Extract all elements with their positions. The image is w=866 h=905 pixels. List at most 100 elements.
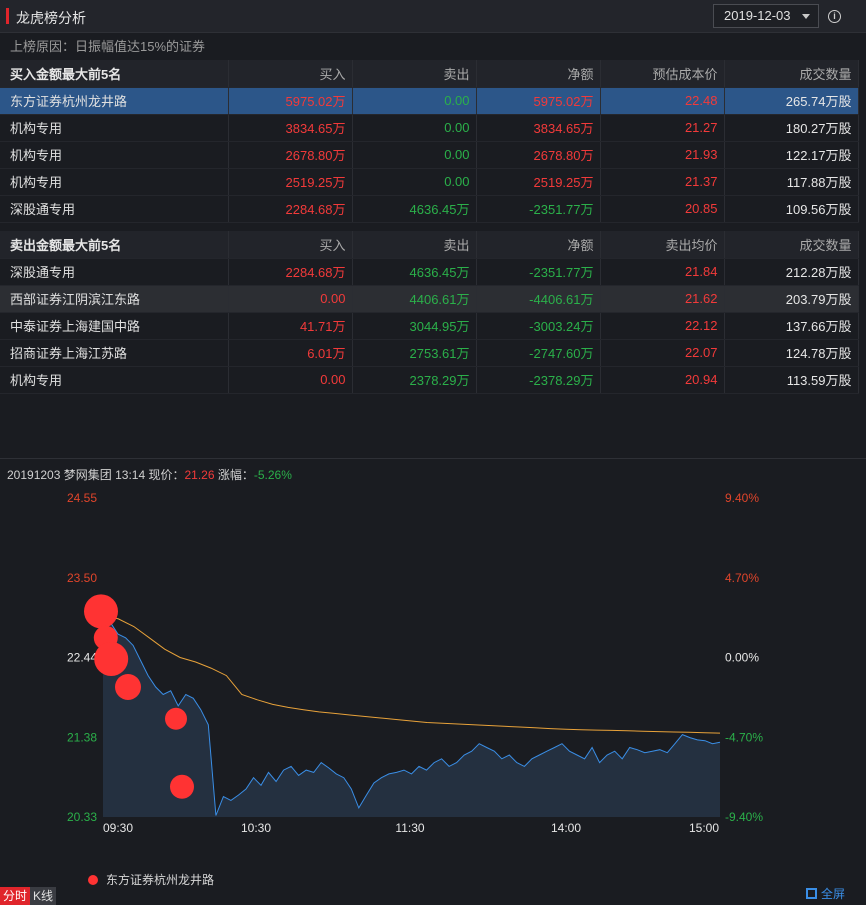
y-tick-label-right: 9.40% [725, 491, 759, 505]
cell-volume: 124.78万股 [724, 339, 859, 367]
price-label: 现价： [148, 468, 185, 482]
y-tick-label-right: 0.00% [725, 651, 759, 665]
tab-fenshi[interactable]: 分时 [0, 887, 31, 905]
column-header-name: 卖出金额最大前5名 [0, 231, 229, 259]
cell-price: 21.62 [600, 285, 725, 313]
trade-marker [170, 774, 194, 799]
chart-header: 20191203 梦网集团 13:14 现价：21.26 涨幅：-5.26% [7, 466, 292, 483]
cell-price: 21.27 [600, 114, 725, 142]
cell-name: 机构专用 [0, 366, 229, 394]
cell-name: 东方证券杭州龙井路 [0, 87, 229, 115]
cell-name: 机构专用 [0, 168, 229, 196]
chart-date: 20191203 [7, 468, 61, 482]
y-tick-label-right: -4.70% [725, 730, 763, 744]
trade-marker [94, 642, 129, 677]
column-header-buy: 买入 [228, 231, 353, 259]
cell-sell: 3044.95万 [352, 312, 477, 340]
cell-name: 深股通专用 [0, 195, 229, 223]
cell-price: 21.93 [600, 141, 725, 169]
fullscreen-icon [806, 888, 817, 899]
panel-header: 龙虎榜分析 2019-12-03 i [0, 0, 866, 33]
table-row[interactable]: 机构专用 2678.80万 0.00 2678.80万 21.93 122.17万股 [0, 141, 859, 169]
cell-sell: 4636.45万 [352, 258, 477, 286]
trade-marker [115, 673, 141, 700]
cell-net: -2747.60万 [476, 339, 601, 367]
x-tick-label: 09:30 [103, 821, 133, 835]
info-icon[interactable]: i [828, 10, 841, 23]
table-row[interactable]: 东方证券杭州龙井路 5975.02万 0.00 5975.02万 22.48 265.74… [0, 87, 859, 115]
average-price-line [102, 614, 721, 734]
cell-net: -2351.77万 [476, 195, 601, 223]
chart-tabs: 分时 K线 [0, 887, 57, 905]
date-select[interactable]: 2019-12-03 [713, 4, 819, 28]
legend-label: 东方证券杭州龙井路 [106, 873, 215, 887]
date-select-value: 2019-12-03 [724, 8, 791, 23]
cell-sell: 2378.29万 [352, 366, 477, 394]
y-tick-label-right: 4.70% [725, 571, 759, 585]
cell-price: 21.84 [600, 258, 725, 286]
table-row[interactable]: 机构专用 2519.25万 0.00 2519.25万 21.37 117.88万股 [0, 168, 859, 196]
change-label: 涨幅： [217, 468, 254, 482]
cell-price: 22.07 [600, 339, 725, 367]
cell-buy: 0.00 [228, 285, 353, 313]
table-row[interactable]: 西部证券江阴滨江东路 0.00 4406.61万 -4406.61万 21.62 203.… [0, 285, 859, 313]
cell-net: 5975.02万 [476, 87, 601, 115]
table-row[interactable]: 机构专用 3834.65万 0.00 3834.65万 21.27 180.27万股 [0, 114, 859, 142]
trade-marker [84, 594, 118, 629]
table-header-row: 买入金额最大前5名 买入 卖出 净额 预估成本价 成交数量 [0, 60, 859, 88]
column-header-sell: 卖出 [352, 231, 477, 259]
chart-stock-name: 梦网集团 [63, 468, 112, 482]
x-tick-label: 10:30 [241, 821, 271, 835]
tab-kline[interactable]: K线 [30, 887, 57, 905]
cell-buy: 0.00 [228, 366, 353, 394]
price-line [102, 607, 721, 816]
cell-volume: 265.74万股 [724, 87, 859, 115]
cell-net: 2678.80万 [476, 141, 601, 169]
cell-buy: 2284.68万 [228, 195, 353, 223]
cell-volume: 180.27万股 [724, 114, 859, 142]
buy-top5-table: 买入金额最大前5名 买入 卖出 净额 预估成本价 成交数量 东方证券杭州龙井路 5975.0… [0, 60, 859, 223]
cell-buy: 2678.80万 [228, 141, 353, 169]
cell-name: 深股通专用 [0, 258, 229, 286]
x-tick-label: 15:00 [689, 821, 719, 835]
cell-net: -4406.61万 [476, 285, 601, 313]
fullscreen-button[interactable]: 全屏 [806, 885, 845, 902]
panel-title: 龙虎榜分析 [16, 10, 86, 26]
column-header-buy: 买入 [228, 60, 353, 88]
table-row[interactable]: 深股通专用 2284.68万 4636.45万 -2351.77万 21.84 212.2… [0, 258, 859, 286]
cell-name: 招商证券上海江苏路 [0, 339, 229, 367]
trade-marker [165, 707, 187, 730]
caret-down-icon [802, 14, 810, 19]
intraday-chart[interactable]: 24.55 23.50 22.44 21.38 20.33 9.40% 4.70% 0.00%… [0, 480, 866, 850]
column-header-volume: 成交数量 [724, 60, 859, 88]
cell-price: 22.48 [600, 87, 725, 115]
cell-buy: 5975.02万 [228, 87, 353, 115]
x-tick-label: 11:30 [395, 821, 424, 835]
cell-price: 20.85 [600, 195, 725, 223]
table-row[interactable]: 机构专用 0.00 2378.29万 -2378.29万 20.94 113.59万股 [0, 366, 859, 394]
y-tick-label-left: 21.38 [67, 730, 97, 744]
cell-buy: 2284.68万 [228, 258, 353, 286]
cell-sell: 0.00 [352, 141, 477, 169]
current-price: 21.26 [184, 468, 215, 482]
table-header-row: 卖出金额最大前5名 买入 卖出 净额 卖出均价 成交数量 [0, 231, 859, 259]
table-row[interactable]: 深股通专用 2284.68万 4636.45万 -2351.77万 20.85 109.5… [0, 195, 859, 223]
cell-net: 2519.25万 [476, 168, 601, 196]
cell-buy: 3834.65万 [228, 114, 353, 142]
cell-volume: 137.66万股 [724, 312, 859, 340]
chart-time: 13:14 [115, 468, 146, 482]
cell-volume: 109.56万股 [724, 195, 859, 223]
cell-volume: 212.28万股 [724, 258, 859, 286]
cell-price: 22.12 [600, 312, 725, 340]
cell-net: -2351.77万 [476, 258, 601, 286]
cell-name: 机构专用 [0, 141, 229, 169]
table-row[interactable]: 中泰证券上海建国中路 41.71万 3044.95万 -3003.24万 22.12 13… [0, 312, 859, 340]
table-row[interactable]: 招商证券上海江苏路 6.01万 2753.61万 -2747.60万 22.07 124.… [0, 339, 859, 367]
legend-marker-dot [88, 875, 98, 885]
column-header-volume: 成交数量 [724, 231, 859, 259]
cell-buy: 6.01万 [228, 339, 353, 367]
cell-net: 3834.65万 [476, 114, 601, 142]
column-header-price: 卖出均价 [600, 231, 725, 259]
cell-price: 20.94 [600, 366, 725, 394]
cell-net: -2378.29万 [476, 366, 601, 394]
